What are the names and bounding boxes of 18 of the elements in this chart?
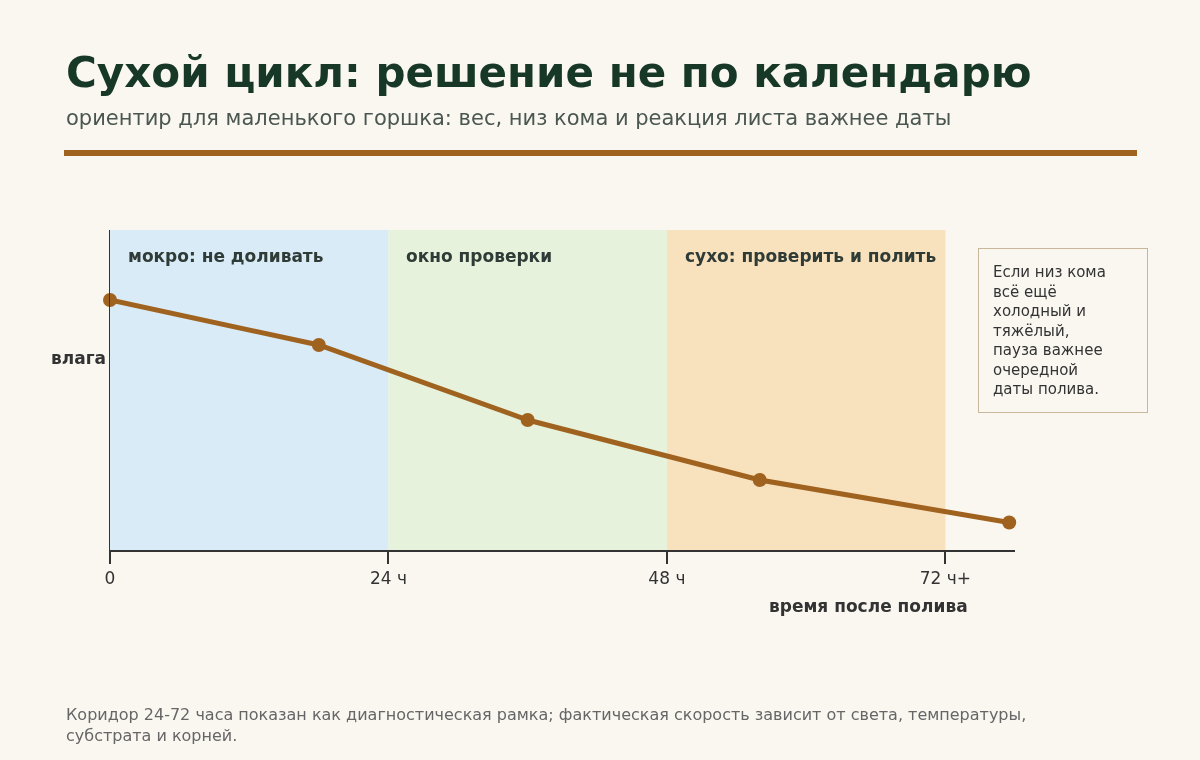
y-axis-title: влага [51, 348, 107, 368]
point [520, 413, 535, 427]
band-label: мокро: не доливать [128, 246, 324, 266]
band-label: окно проверки [406, 246, 553, 266]
point [752, 473, 767, 487]
point [1002, 515, 1017, 530]
x-tick-label: 72 ч+ [919, 568, 972, 589]
x-axis-title: время после полива [769, 596, 968, 616]
chart-subtitle: ориентир для маленького горшка: вес, низ кома и реакция листа важнее даты [66, 106, 952, 130]
x-tick-label: 0 [104, 568, 116, 589]
chart-title: Сухой цикл: решение не по календарю [66, 48, 1032, 97]
annotation: Если низ кома всё ещё холодный и тяжёлый, пауза важнее очередной даты полива. [993, 263, 1106, 398]
point [103, 293, 117, 307]
band-label: сухо: проверить и полить [685, 246, 937, 266]
x-tick-label: 48 ч [648, 568, 686, 589]
x-tick-label: 24 ч [369, 568, 408, 589]
point [311, 338, 326, 352]
text: Коридор 24-72 часа показан как диагностическая рамка; фактическая скорость зависит от света, температуры, субстрата и корней. [66, 705, 1027, 745]
